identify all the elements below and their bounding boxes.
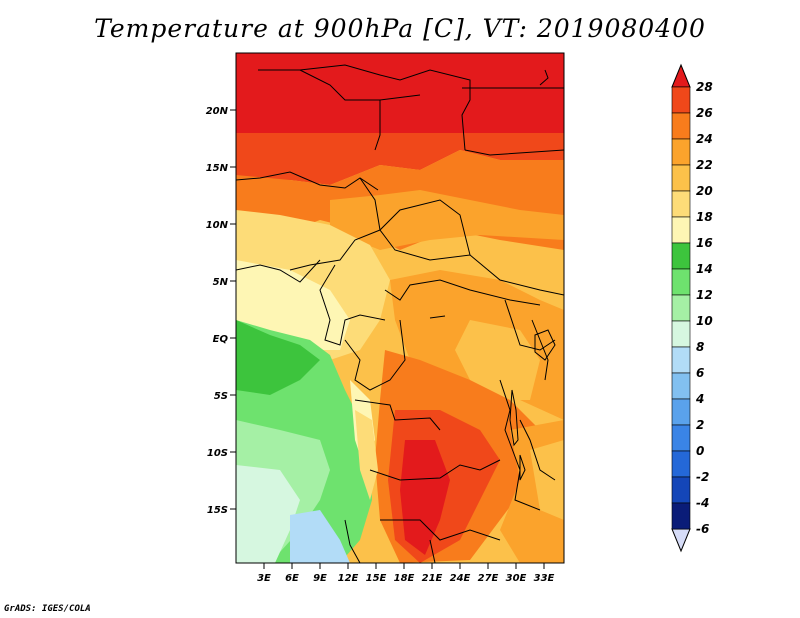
lon-tick: 12E [338,573,359,584]
lat-tick: 15S [207,505,228,516]
colorbar-over-arrow [671,63,691,88]
colorbar-swatch [671,216,691,244]
colorbar-label: 16 [696,236,713,250]
country-boundaries [236,64,564,563]
colorbar-swatch [671,398,691,426]
colorbar-label: 6 [696,366,704,380]
map-title: Temperature at 900hPa [C], VT: 201908040… [94,14,706,43]
zone-14-ocean [236,320,320,395]
colorbar-label: -6 [696,522,709,536]
colorbar-label: 8 [696,340,704,354]
colorbar-swatch [671,424,691,452]
colorbar-swatch [671,294,691,322]
zone-18-coast [355,410,378,500]
colorbar-under-arrow [671,528,691,553]
map-frame [235,52,565,564]
lon-tick: 21E [422,573,443,584]
colorbar-label: 0 [696,444,704,458]
zone-28 [236,53,564,133]
temperature-field [236,53,564,563]
colorbar-swatch [671,372,691,400]
zone-22-north [330,190,564,250]
lat-tick: 5S [214,391,228,402]
zone-28-south [400,440,450,555]
colorbar-label: 10 [696,314,713,328]
lon-tick: 33E [534,573,555,584]
colorbar-label: 14 [696,262,713,276]
zone-8-ocean [236,465,300,563]
lon-tick: 18E [394,573,415,584]
latitude-axis: 20N 15N 10N 5N EQ 5S 10S 15S [206,106,236,516]
lon-tick: 15E [366,573,387,584]
colorbar-label: 24 [696,132,713,146]
colorbar-label: 20 [696,184,713,198]
colorbar-swatch [671,476,691,504]
colorbar-label: 4 [695,392,704,406]
colorbar-swatch [671,112,691,140]
lat-tick: 10S [207,448,228,459]
lon-tick: 3E [257,573,271,584]
colorbar-label: 18 [696,210,713,224]
grads-credit: GrADS: IGES/COLA [4,604,91,614]
lon-tick: 6E [285,573,299,584]
zone-26-north [236,133,564,195]
zone-16-west [236,260,350,350]
lat-tick: 5N [213,277,229,288]
colorbar-swatch [671,320,691,348]
lat-tick: 20N [206,106,229,117]
colorbar-label: -4 [696,496,709,510]
longitude-axis: 3E 6E 9E 12E 15E 18E 21E 24E 27E 30E 33E [257,563,555,584]
colorbar-label: 2 [696,418,704,432]
lon-tick: 27E [478,573,499,584]
colorbar-swatch [671,502,691,530]
colorbar-swatch [671,242,691,270]
lakes [429,69,556,481]
lat-tick: EQ [213,334,229,345]
colorbar-swatch [671,86,691,114]
colorbar-label: 22 [696,158,713,172]
zone-6-ocean [290,510,350,563]
colorbar-swatch [671,268,691,296]
colorbar-swatch [671,138,691,166]
colorbar-swatch [671,346,691,374]
lon-tick: 24E [450,573,471,584]
lat-tick: 10N [206,220,229,231]
lat-tick: 15N [206,163,229,174]
colorbar-label: 12 [696,288,713,302]
colorbar-label: 26 [696,106,713,120]
zone-20-southeast [530,440,564,520]
lon-tick: 30E [506,573,527,584]
colorbar-swatch [671,450,691,478]
colorbar-swatch [671,164,691,192]
colorbar-label: 28 [696,80,713,94]
colorbar-swatch [671,190,691,218]
colorbar-label: -2 [696,470,709,484]
lon-tick: 9E [313,573,327,584]
